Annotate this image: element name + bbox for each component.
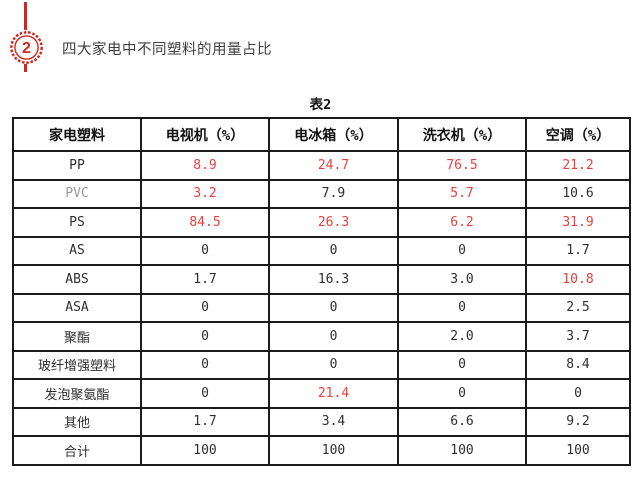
row-label: ASA <box>12 292 142 323</box>
row-label: AS <box>12 235 142 266</box>
value-cell: 6.2 <box>397 207 527 238</box>
badge-connector-line-bottom <box>24 64 27 72</box>
value-cell: 1.7 <box>140 406 270 437</box>
row-label: PP <box>12 150 142 181</box>
column-header: 电冰箱（%） <box>268 117 399 152</box>
plastics-usage-table: 家电塑料 电视机（%） 电冰箱（%） 洗衣机（%） 空调（%） PP 8.9 24.… <box>12 117 631 466</box>
column-header: 洗衣机（%） <box>397 117 527 152</box>
value-cell: 10.6 <box>525 178 631 209</box>
value-cell: 1.7 <box>525 235 631 266</box>
value-cell: 21.2 <box>525 150 631 181</box>
value-cell: 3.7 <box>525 321 631 352</box>
table-row: 聚酯 0 0 2.0 3.7 <box>12 321 631 352</box>
value-cell: 21.4 <box>268 378 399 409</box>
value-cell: 0 <box>397 349 527 380</box>
table-row: ABS 1.7 16.3 3.0 10.8 <box>12 264 631 295</box>
value-cell: 0 <box>268 321 399 352</box>
table-header-row: 家电塑料 电视机（%） 电冰箱（%） 洗衣机（%） 空调（%） <box>12 117 631 152</box>
value-cell: 0 <box>397 378 527 409</box>
badge-connector-line-top <box>24 2 27 30</box>
column-header: 电视机（%） <box>140 117 270 152</box>
table-body: PP 8.9 24.7 76.5 21.2 PVC 3.2 7.9 5.7 10.6 PS 84.5 2… <box>12 150 631 466</box>
value-cell: 84.5 <box>140 207 270 238</box>
row-label: 合计 <box>12 435 142 466</box>
value-cell: 0 <box>268 235 399 266</box>
value-cell: 2.5 <box>525 292 631 323</box>
table-row: 发泡聚氨酯 0 21.4 0 0 <box>12 378 631 409</box>
value-cell: 8.4 <box>525 349 631 380</box>
value-cell: 10.8 <box>525 264 631 295</box>
column-header: 空调（%） <box>525 117 631 152</box>
value-cell: 100 <box>268 435 399 466</box>
section-number: 2 <box>22 40 31 57</box>
value-cell: 0 <box>268 292 399 323</box>
value-cell: 8.9 <box>140 150 270 181</box>
value-cell: 6.6 <box>397 406 527 437</box>
row-label: 其他 <box>12 406 142 437</box>
value-cell: 0 <box>140 349 270 380</box>
value-cell: 0 <box>140 292 270 323</box>
table-row: ASA 0 0 0 2.5 <box>12 292 631 323</box>
table-row: PS 84.5 26.3 6.2 31.9 <box>12 207 631 238</box>
value-cell: 7.9 <box>268 178 399 209</box>
section-number-icon: 2 <box>10 31 43 64</box>
value-cell: 16.3 <box>268 264 399 295</box>
row-label: ABS <box>12 264 142 295</box>
row-label: 玻纤增强塑料 <box>12 349 142 380</box>
value-cell: 0 <box>397 292 527 323</box>
value-cell: 31.9 <box>525 207 631 238</box>
value-cell: 0 <box>140 235 270 266</box>
table-row: 合计 100 100 100 100 <box>12 435 631 466</box>
row-label: PS <box>12 207 142 238</box>
value-cell: 0 <box>140 321 270 352</box>
value-cell: 100 <box>397 435 527 466</box>
value-cell: 1.7 <box>140 264 270 295</box>
table-row: PP 8.9 24.7 76.5 21.2 <box>12 150 631 181</box>
value-cell: 9.2 <box>525 406 631 437</box>
table-caption: 表2 <box>309 97 332 113</box>
value-cell: 0 <box>525 378 631 409</box>
table-row: PVC 3.2 7.9 5.7 10.6 <box>12 178 631 209</box>
value-cell: 100 <box>525 435 631 466</box>
column-header: 家电塑料 <box>12 117 142 152</box>
value-cell: 0 <box>397 235 527 266</box>
value-cell: 76.5 <box>397 150 527 181</box>
row-label: 发泡聚氨酯 <box>12 378 142 409</box>
table-row: 玻纤增强塑料 0 0 0 8.4 <box>12 349 631 380</box>
value-cell: 5.7 <box>397 178 527 209</box>
value-cell: 24.7 <box>268 150 399 181</box>
value-cell: 2.0 <box>397 321 527 352</box>
section-badge: 2 <box>0 0 54 78</box>
value-cell: 100 <box>140 435 270 466</box>
row-label: PVC <box>12 178 142 209</box>
row-label: 聚酯 <box>12 321 142 352</box>
value-cell: 26.3 <box>268 207 399 238</box>
table-row: 其他 1.7 3.4 6.6 9.2 <box>12 406 631 437</box>
value-cell: 0 <box>140 378 270 409</box>
page-title: 四大家电中不同塑料的用量占比 <box>62 42 272 58</box>
value-cell: 0 <box>268 349 399 380</box>
table-row: AS 0 0 0 1.7 <box>12 235 631 266</box>
value-cell: 3.0 <box>397 264 527 295</box>
value-cell: 3.4 <box>268 406 399 437</box>
value-cell: 3.2 <box>140 178 270 209</box>
